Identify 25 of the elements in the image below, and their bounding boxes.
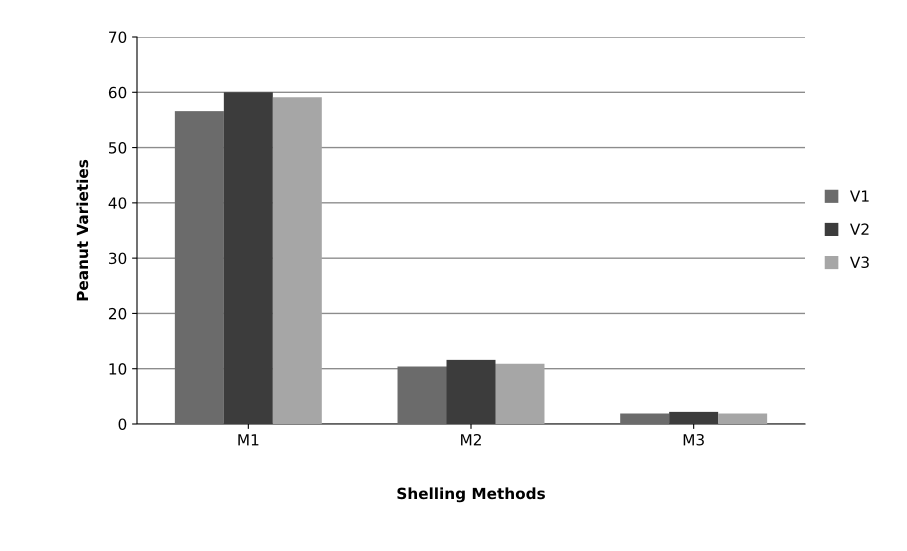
- x-axis-title: Shelling Methods: [397, 487, 545, 502]
- y-tick-label: 70: [109, 31, 126, 44]
- y-axis-title: Peanut Varieties: [76, 160, 88, 300]
- y-tick-label: 20: [108, 308, 126, 320]
- bar: [446, 360, 496, 424]
- x-tick-label: M2: [461, 434, 481, 446]
- y-tick-label: 0: [118, 418, 126, 430]
- bar: [718, 413, 768, 424]
- y-tick-label: 10: [110, 363, 126, 375]
- bar: [398, 366, 447, 424]
- bar: [224, 92, 273, 424]
- x-tick-label: M1: [238, 434, 258, 446]
- bar: [669, 412, 718, 424]
- y-tick-label: 60: [108, 86, 126, 98]
- y-tick-label: 30: [109, 252, 126, 264]
- bar: [174, 111, 224, 424]
- legend-label: V3: [850, 256, 869, 268]
- y-tick-label: 50: [109, 142, 126, 154]
- legend-label: V1: [850, 190, 869, 202]
- bar: [620, 413, 670, 424]
- y-tick-label: 40: [108, 197, 126, 209]
- bar: [495, 364, 544, 424]
- bar: [272, 97, 322, 424]
- legend-label: V2: [850, 223, 869, 235]
- x-tick-label: M3: [684, 434, 704, 446]
